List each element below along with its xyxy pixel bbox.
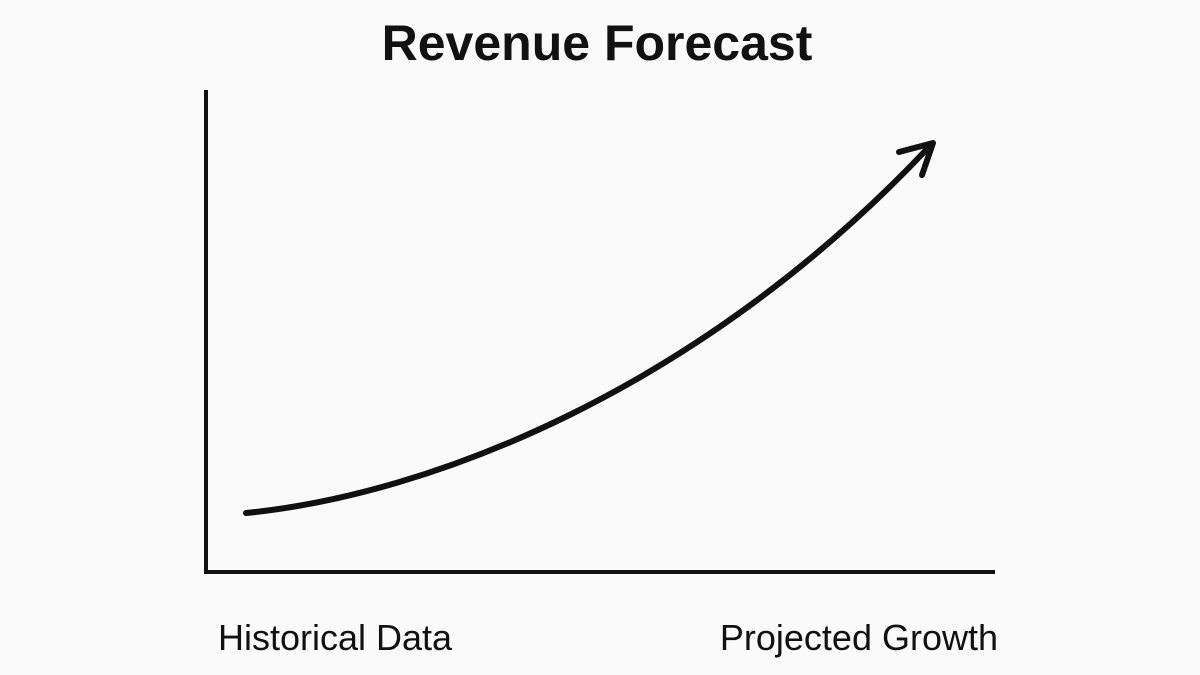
growth-curve xyxy=(243,145,931,516)
title: Revenue Forecast xyxy=(382,15,813,71)
arrow-head xyxy=(896,140,936,178)
label-historical: Historical Data xyxy=(218,617,453,658)
label-projected: Projected Growth xyxy=(720,617,998,658)
